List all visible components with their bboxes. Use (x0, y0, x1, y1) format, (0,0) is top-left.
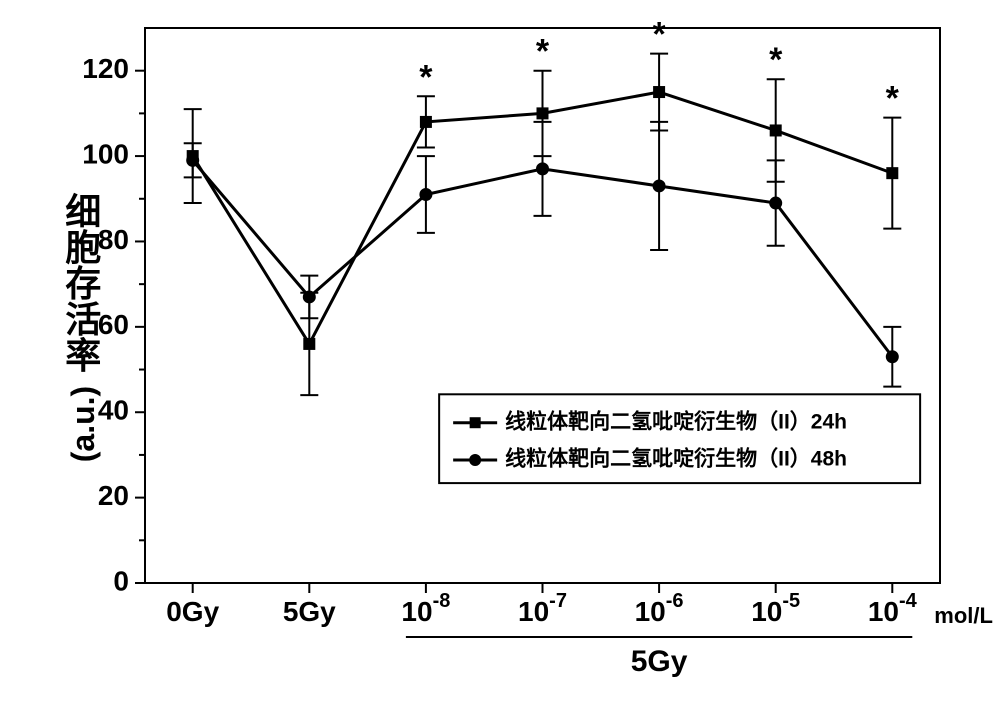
svg-text:*: * (652, 16, 666, 54)
svg-text:0: 0 (113, 565, 129, 596)
line-chart: 0204060801001200Gy5Gy10-810-710-610-510-… (0, 0, 1000, 704)
svg-text:线粒体靶向二氢吡啶衍生物（II）48h: 线粒体靶向二氢吡啶衍生物（II）48h (505, 447, 847, 471)
svg-text:120: 120 (82, 53, 129, 84)
svg-text:0Gy: 0Gy (166, 596, 219, 627)
svg-text:10-8: 10-8 (401, 590, 450, 627)
svg-text:*: * (536, 33, 550, 71)
svg-text:10-4: 10-4 (868, 590, 918, 627)
svg-text:5Gy: 5Gy (283, 596, 336, 627)
svg-text:10-7: 10-7 (518, 590, 567, 627)
svg-text:mol/L: mol/L (934, 603, 993, 628)
y-axis-label: 细胞存活率(a.u.) (45, 194, 121, 440)
svg-text:*: * (419, 58, 433, 96)
chart-container: 0204060801001200Gy5Gy10-810-710-610-510-… (0, 0, 1000, 704)
svg-text:20: 20 (98, 480, 129, 511)
svg-text:线粒体靶向二氢吡啶衍生物（II）24h: 线粒体靶向二氢吡啶衍生物（II）24h (505, 409, 847, 433)
svg-text:*: * (886, 80, 900, 118)
svg-text:5Gy: 5Gy (631, 645, 688, 678)
svg-text:10-6: 10-6 (635, 590, 684, 627)
svg-text:*: * (769, 41, 783, 79)
svg-text:100: 100 (82, 138, 129, 169)
svg-text:10-5: 10-5 (751, 590, 800, 627)
